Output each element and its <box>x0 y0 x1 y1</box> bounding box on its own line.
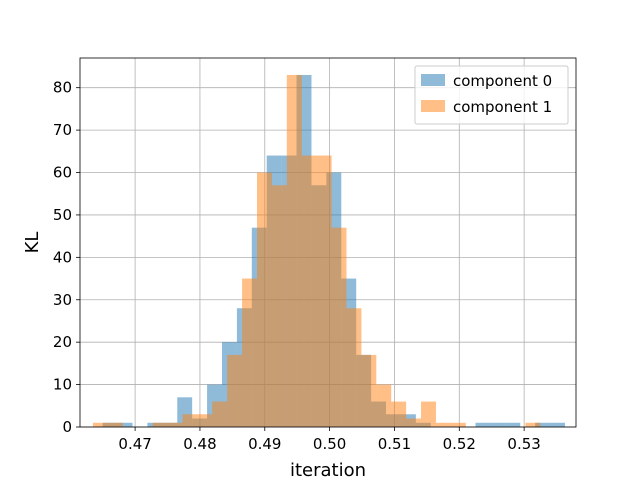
x-tick-label-5: 0.52 <box>443 435 476 453</box>
bar-component-1-bin-8 <box>212 401 228 427</box>
x-tick-label-6: 0.53 <box>507 435 540 453</box>
y-tick-label-8: 80 <box>53 79 72 97</box>
bar-component-1-bin-13 <box>286 74 302 427</box>
bar-component-0-bin-29 <box>535 422 551 427</box>
bar-component-1-bin-18 <box>361 354 377 427</box>
legend-box <box>414 65 569 125</box>
bar-component-1-bin-16 <box>331 227 347 427</box>
x-tick-label-1: 0.48 <box>183 435 216 453</box>
x-tick-label-3: 0.50 <box>313 435 346 453</box>
bar-component-1-bin-21 <box>406 418 422 427</box>
bar-component-1-bin-7 <box>197 414 213 427</box>
y-tick-label-0: 0 <box>62 418 72 436</box>
bar-component-1-bin-4 <box>152 422 168 427</box>
legend-swatch-component-1 <box>421 100 445 112</box>
legend-label-component-0: component 0 <box>453 72 552 90</box>
x-tick-label-4: 0.51 <box>378 435 411 453</box>
bar-component-1-bin-20 <box>391 401 407 427</box>
y-tick-label-1: 10 <box>53 376 72 394</box>
bar-component-1-bin-14 <box>301 155 317 427</box>
y-tick-label-6: 60 <box>53 164 72 182</box>
y-tick-label-7: 70 <box>53 121 72 139</box>
bar-component-0-bin-26 <box>490 422 506 427</box>
bar-component-1-bin-1 <box>107 422 123 427</box>
x-tick-label-2: 0.49 <box>248 435 281 453</box>
bar-component-1-bin-5 <box>167 422 183 427</box>
x-tick-label-0: 0.47 <box>118 435 151 453</box>
bar-component-1-bin-22 <box>421 401 436 427</box>
y-tick-label-2: 20 <box>53 333 72 351</box>
legend-swatch-component-0 <box>421 74 445 86</box>
bar-component-1-bin-17 <box>346 308 362 427</box>
bar-component-1-bin-29 <box>525 422 541 427</box>
bar-component-1-bin-0 <box>92 422 108 427</box>
x-axis-label: iteration <box>290 460 366 480</box>
bar-component-1-bin-12 <box>271 185 287 427</box>
y-tick-label-4: 40 <box>53 248 72 266</box>
bar-component-0-bin-30 <box>550 422 565 427</box>
bar-component-1-bin-15 <box>316 155 332 427</box>
bar-component-0-bin-25 <box>475 422 491 427</box>
bar-component-0-bin-1 <box>117 422 133 427</box>
bar-component-1-bin-23 <box>435 422 451 427</box>
y-axis-label: KL <box>22 232 43 254</box>
axis-ticks: 0.47 0.48 0.49 0.50 0.51 0.52 0.53 0 10 20 30 40 50 6… <box>53 79 541 453</box>
bar-component-1-bin-11 <box>257 172 272 427</box>
bar-component-1-bin-24 <box>450 422 466 427</box>
legend-label-component-1: component 1 <box>453 98 552 116</box>
bar-component-1-bin-6 <box>182 414 198 427</box>
bar-component-0-bin-27 <box>505 422 521 427</box>
bar-component-1-bin-10 <box>242 278 258 427</box>
y-tick-label-5: 50 <box>53 206 72 224</box>
bar-component-1-bin-19 <box>376 384 392 427</box>
histogram-bars <box>92 74 565 427</box>
bar-component-1-bin-9 <box>227 354 243 427</box>
legend: component 0 component 1 <box>414 65 569 125</box>
plot-frame <box>79 57 577 428</box>
y-tick-label-3: 30 <box>53 291 72 309</box>
